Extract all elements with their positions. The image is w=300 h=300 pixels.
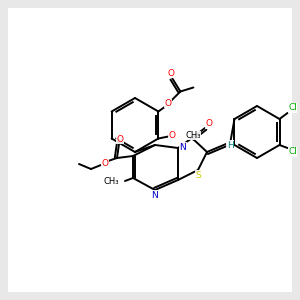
Text: O: O (169, 131, 176, 140)
Text: Cl: Cl (288, 148, 297, 157)
Text: S: S (195, 170, 201, 179)
Text: O: O (116, 134, 124, 143)
Text: CH₃: CH₃ (103, 176, 119, 185)
Text: N: N (152, 190, 158, 200)
Text: O: O (165, 99, 172, 108)
Text: CH₃: CH₃ (185, 131, 201, 140)
Text: Cl: Cl (288, 103, 297, 112)
Text: O: O (101, 158, 109, 167)
Text: N: N (180, 142, 186, 152)
Text: H: H (226, 140, 233, 149)
Text: O: O (206, 119, 212, 128)
Text: O: O (168, 69, 175, 78)
